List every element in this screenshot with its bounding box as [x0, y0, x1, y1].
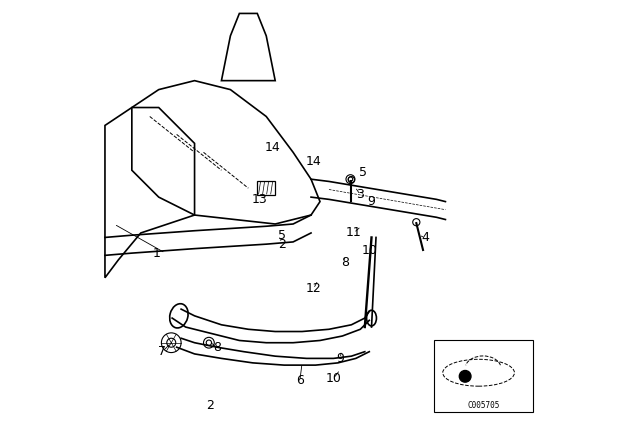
Text: 13: 13	[252, 193, 268, 206]
Text: 9: 9	[336, 352, 344, 365]
Text: 7: 7	[158, 345, 166, 358]
Text: 3: 3	[356, 188, 364, 202]
Text: 11: 11	[346, 226, 362, 240]
Text: 10: 10	[362, 244, 377, 258]
Text: 12: 12	[305, 282, 321, 296]
Text: 10: 10	[326, 372, 341, 385]
Text: 8: 8	[213, 340, 221, 354]
Text: 2: 2	[278, 237, 286, 251]
Text: 5: 5	[358, 166, 367, 179]
Text: 9: 9	[367, 195, 376, 208]
Text: C005705: C005705	[467, 401, 500, 410]
Text: 4: 4	[421, 231, 429, 244]
Circle shape	[460, 370, 471, 382]
Text: 14: 14	[265, 141, 281, 155]
Text: 14: 14	[305, 155, 321, 168]
Text: 8: 8	[340, 255, 349, 269]
Bar	[435, 340, 532, 412]
Text: 2: 2	[206, 399, 214, 412]
Text: 1: 1	[152, 246, 161, 260]
Text: 5: 5	[278, 228, 286, 242]
Text: 6: 6	[296, 374, 304, 388]
